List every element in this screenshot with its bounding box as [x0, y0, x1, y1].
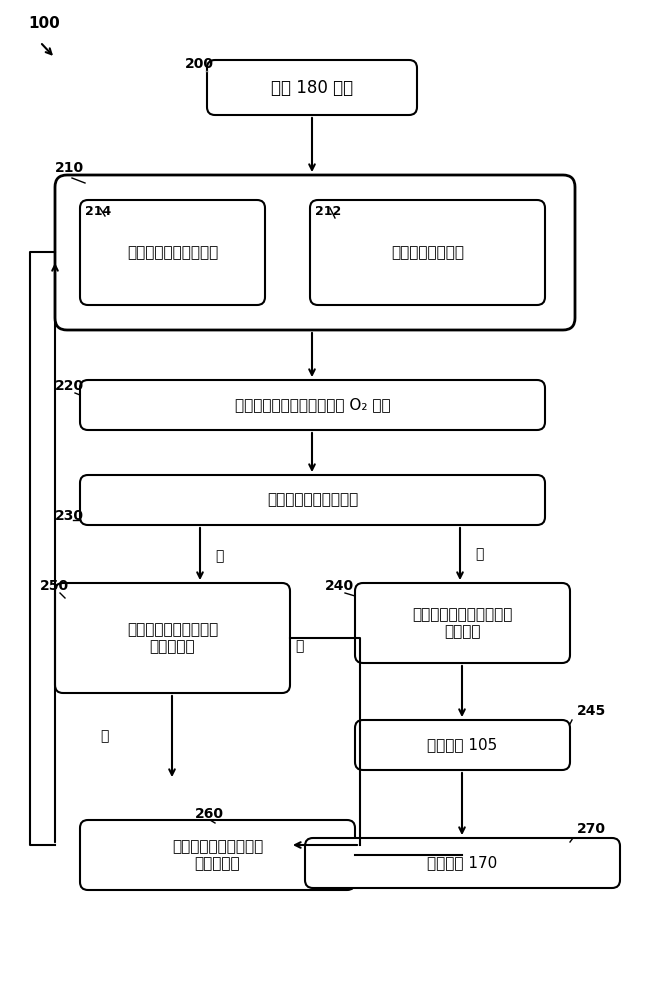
Text: 否: 否 — [295, 639, 304, 653]
Text: 240: 240 — [325, 579, 354, 593]
Text: 从框 180 开始: 从框 180 开始 — [271, 79, 353, 97]
Text: 是: 是 — [100, 729, 108, 743]
FancyBboxPatch shape — [80, 380, 545, 430]
Text: 电机提供负载扭矩: 电机提供负载扭矩 — [391, 245, 464, 260]
Text: 214: 214 — [85, 205, 111, 218]
Text: 微粒过滤器再生完成？: 微粒过滤器再生完成？ — [267, 492, 358, 508]
FancyBboxPatch shape — [310, 200, 545, 305]
Text: 212: 212 — [315, 205, 342, 218]
FancyBboxPatch shape — [355, 720, 570, 770]
Text: 重置电机和扭矩设定点为
正常操作: 重置电机和扭矩设定点为 正常操作 — [412, 607, 513, 639]
Text: 220: 220 — [55, 379, 84, 393]
Text: 245: 245 — [577, 704, 606, 718]
Text: 270: 270 — [577, 822, 606, 836]
Text: 250: 250 — [40, 579, 69, 593]
Text: 210: 210 — [55, 161, 84, 175]
FancyBboxPatch shape — [55, 583, 290, 693]
Text: 200: 200 — [185, 57, 214, 71]
FancyBboxPatch shape — [305, 838, 620, 888]
Text: 在到微粒过滤器中的气流中 O₂ 减少: 在到微粒过滤器中的气流中 O₂ 减少 — [234, 397, 390, 412]
Text: 100: 100 — [28, 16, 60, 31]
Text: 230: 230 — [55, 509, 84, 523]
Text: 进行到框 105: 进行到框 105 — [427, 738, 498, 752]
FancyBboxPatch shape — [207, 60, 417, 115]
Text: 重置电机和扭矩设定点
为正常操作: 重置电机和扭矩设定点 为正常操作 — [172, 839, 263, 871]
Text: 260: 260 — [195, 807, 224, 821]
FancyBboxPatch shape — [80, 820, 355, 890]
Text: 进行到框 170: 进行到框 170 — [427, 856, 498, 870]
FancyBboxPatch shape — [80, 200, 265, 305]
Text: 否: 否 — [215, 549, 223, 563]
Text: 松加速器和微粒过滤器
过热存在？: 松加速器和微粒过滤器 过热存在？ — [127, 622, 218, 654]
FancyBboxPatch shape — [55, 175, 575, 330]
FancyBboxPatch shape — [355, 583, 570, 663]
FancyBboxPatch shape — [80, 475, 545, 525]
Text: 是: 是 — [475, 547, 483, 561]
Text: 发动机扭矩设定点增加: 发动机扭矩设定点增加 — [127, 245, 218, 260]
